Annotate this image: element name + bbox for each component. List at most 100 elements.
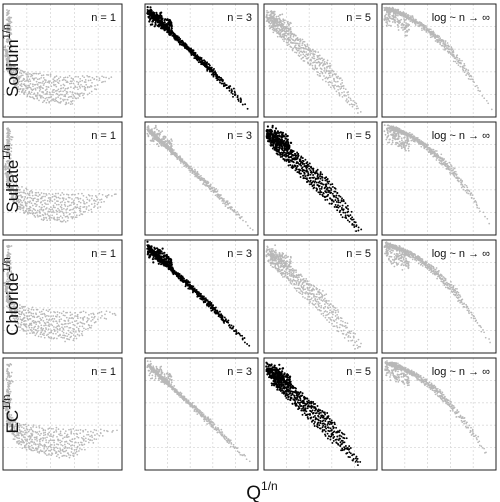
data-point — [57, 77, 60, 80]
data-point — [148, 20, 151, 23]
data-point — [45, 216, 47, 219]
data-point — [227, 86, 230, 89]
data-point — [151, 20, 154, 23]
data-point — [46, 213, 49, 215]
data-point — [337, 75, 339, 78]
data-point — [226, 202, 229, 204]
data-point — [79, 201, 82, 204]
data-point — [301, 46, 303, 49]
data-point — [41, 101, 44, 104]
data-point — [429, 28, 432, 31]
data-point — [60, 84, 62, 87]
data-point — [36, 93, 39, 95]
data-point — [199, 58, 202, 60]
data-point — [66, 215, 69, 218]
data-point — [161, 24, 164, 27]
data-point — [59, 210, 62, 213]
data-point — [18, 80, 21, 83]
data-point — [101, 193, 104, 196]
data-point — [266, 125, 269, 128]
data-point — [319, 177, 322, 180]
data-point — [333, 205, 336, 208]
data-point — [32, 199, 35, 202]
data-point — [331, 74, 334, 77]
data-point — [170, 152, 173, 155]
data-point — [301, 44, 303, 47]
data-point — [464, 69, 467, 72]
data-point — [53, 216, 55, 219]
data-point — [185, 44, 188, 47]
data-point — [155, 16, 158, 19]
data-point — [9, 42, 12, 45]
data-point — [58, 90, 61, 93]
data-point — [86, 85, 89, 88]
data-point — [53, 211, 55, 214]
data-point — [337, 199, 340, 202]
data-point — [25, 208, 28, 210]
data-point — [270, 10, 273, 12]
data-point — [5, 62, 8, 65]
data-point — [461, 68, 464, 70]
data-point — [404, 31, 407, 33]
data-point — [158, 130, 160, 132]
data-point — [299, 41, 301, 43]
data-point — [327, 81, 330, 84]
data-point — [185, 166, 188, 168]
data-point — [34, 89, 37, 91]
data-point — [320, 187, 323, 190]
data-point — [66, 219, 69, 222]
data-point — [288, 28, 291, 31]
data-point — [319, 67, 322, 70]
data-point — [444, 165, 447, 167]
data-point — [333, 73, 336, 75]
data-point — [56, 93, 59, 96]
data-point — [313, 55, 315, 58]
data-point — [326, 67, 328, 69]
data-point — [469, 78, 472, 81]
data-point — [454, 60, 457, 63]
data-point — [98, 192, 101, 195]
data-point — [224, 205, 227, 207]
data-point — [342, 211, 345, 214]
scatter-points — [146, 6, 249, 110]
data-point — [55, 196, 58, 199]
data-point — [312, 53, 315, 56]
data-point — [279, 35, 281, 38]
data-point — [278, 21, 281, 24]
data-point — [187, 46, 190, 49]
data-point — [4, 45, 7, 47]
data-point — [38, 78, 41, 80]
data-point — [463, 63, 466, 65]
data-point — [274, 24, 276, 27]
data-point — [241, 103, 244, 106]
data-point — [336, 192, 339, 194]
data-point — [91, 81, 93, 84]
data-point — [71, 91, 74, 93]
data-point — [321, 57, 323, 60]
data-point — [83, 206, 86, 208]
data-point — [81, 79, 84, 82]
data-point — [51, 193, 54, 196]
data-point — [308, 162, 311, 165]
data-point — [17, 82, 19, 85]
data-point — [163, 19, 166, 22]
data-point — [64, 93, 67, 96]
data-point — [55, 85, 58, 88]
data-point — [30, 197, 33, 200]
data-point — [312, 169, 315, 172]
data-point — [276, 130, 279, 133]
data-point — [354, 221, 357, 224]
data-point — [298, 163, 301, 166]
data-point — [16, 83, 19, 86]
data-point — [52, 99, 54, 102]
data-point — [403, 21, 406, 23]
data-point — [77, 81, 80, 84]
data-point — [394, 13, 397, 16]
data-point — [24, 89, 27, 92]
data-point — [399, 21, 401, 24]
data-point — [84, 202, 86, 205]
data-point — [435, 153, 438, 156]
data-point — [72, 94, 75, 96]
data-point — [295, 51, 298, 54]
data-point — [334, 190, 337, 193]
